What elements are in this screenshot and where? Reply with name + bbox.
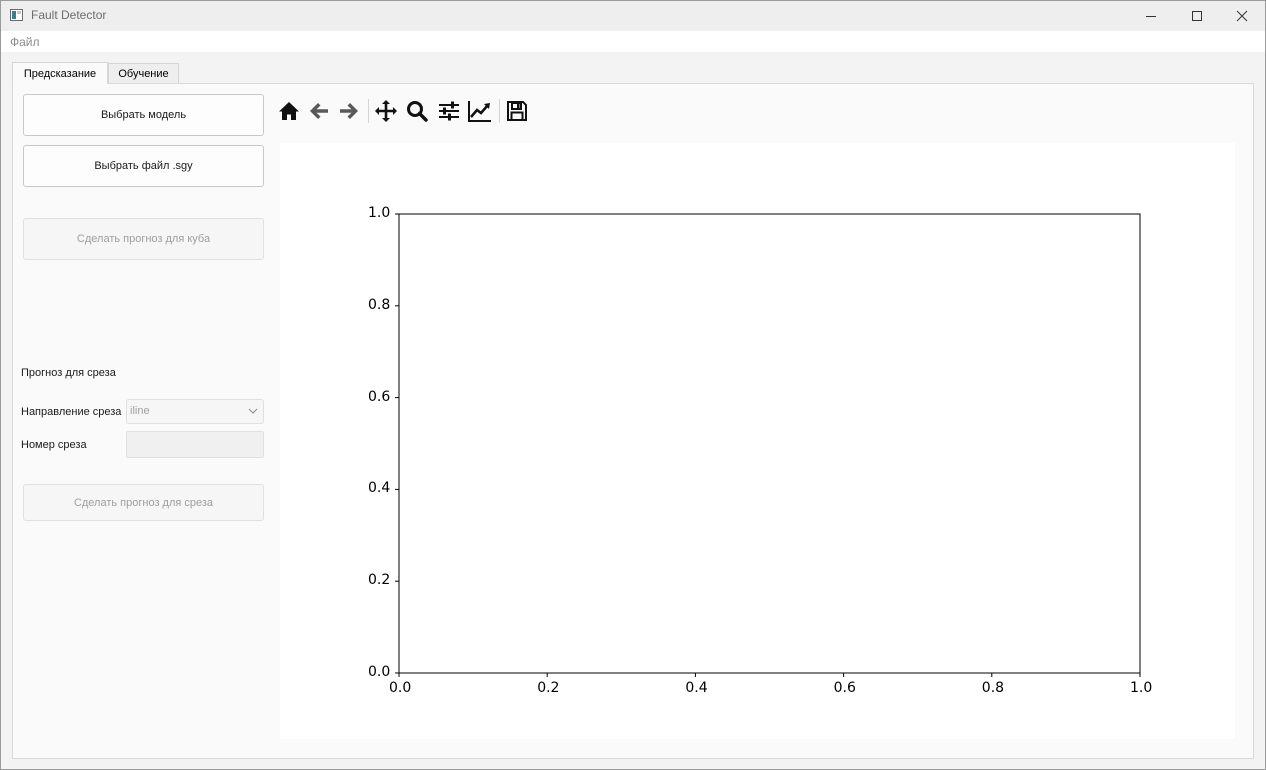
window-title: Fault Detector xyxy=(31,8,107,22)
plot-canvas[interactable]: 0.0 0.2 0.4 0.6 0.8 1.0 0.0 0.2 0.4 0.6 0.8 1.0 xyxy=(280,143,1235,739)
menu-file[interactable]: Файл xyxy=(10,35,40,49)
forward-icon xyxy=(340,103,358,119)
zoom-button[interactable] xyxy=(404,97,430,125)
x-tick-label: 0.4 xyxy=(685,680,708,696)
save-button[interactable] xyxy=(504,97,530,125)
configure-subplots-button[interactable] xyxy=(436,97,462,125)
y-tick-label: 0.6 xyxy=(368,388,391,405)
y-tick-label: 0.0 xyxy=(368,664,391,680)
x-tick-label: 0.0 xyxy=(389,680,412,696)
slice-number-input[interactable] xyxy=(126,431,264,458)
x-tick-label: 1.0 xyxy=(1130,680,1153,696)
plot-axes xyxy=(395,213,1141,677)
edit-axis-button[interactable] xyxy=(467,97,493,125)
maximize-icon xyxy=(1192,11,1202,21)
y-tick-label: 0.8 xyxy=(368,296,391,313)
tab-prediction[interactable]: Предсказание xyxy=(12,62,108,84)
predict-slice-button[interactable]: Сделать прогноз для среза xyxy=(23,484,264,521)
pan-button[interactable] xyxy=(373,97,399,125)
home-button[interactable] xyxy=(276,97,302,125)
predict-cube-button[interactable]: Сделать прогноз для куба xyxy=(23,218,264,260)
slice-direction-select[interactable]: iline xyxy=(126,399,264,424)
minimize-icon xyxy=(1146,16,1156,17)
x-tick-label: 0.6 xyxy=(833,680,856,696)
close-button[interactable] xyxy=(1219,1,1265,31)
select-file-button[interactable]: Выбрать файл .sgy xyxy=(23,145,264,187)
y-tick-label: 0.4 xyxy=(368,480,391,497)
axes-frame xyxy=(398,213,1141,674)
save-icon xyxy=(507,101,527,121)
pan-icon xyxy=(375,100,397,122)
slice-direction-value: iline xyxy=(130,405,150,417)
menu-bar: Файл xyxy=(1,31,1265,52)
close-icon xyxy=(1236,10,1248,22)
configure-subplots-icon xyxy=(439,101,459,121)
slice-section-title: Прогноз для среза xyxy=(21,367,116,379)
slice-number-label: Номер среза xyxy=(21,439,87,451)
zoom-icon xyxy=(407,101,428,122)
app-icon xyxy=(10,9,23,21)
back-icon xyxy=(310,103,328,119)
minimize-button[interactable] xyxy=(1128,1,1174,31)
y-tick-label: 0.2 xyxy=(368,572,391,589)
edit-axis-icon xyxy=(468,101,491,122)
x-tick-label: 0.8 xyxy=(981,680,1005,696)
title-bar[interactable]: Fault Detector xyxy=(1,1,1265,31)
forward-button[interactable] xyxy=(336,97,362,125)
select-model-button[interactable]: Выбрать модель xyxy=(23,94,264,136)
chevron-down-icon xyxy=(248,408,258,414)
y-tick-label: 1.0 xyxy=(368,205,391,221)
x-tick-label: 0.2 xyxy=(537,680,560,696)
back-button[interactable] xyxy=(306,97,332,125)
home-icon xyxy=(279,102,299,120)
maximize-button[interactable] xyxy=(1174,1,1220,31)
tab-training[interactable]: Обучение xyxy=(108,63,179,84)
slice-direction-label: Направление среза xyxy=(21,406,122,418)
